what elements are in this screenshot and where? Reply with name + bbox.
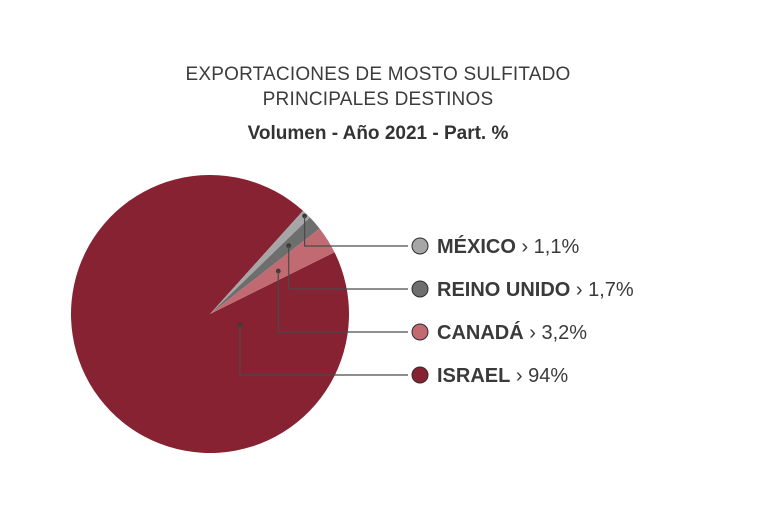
leader-lines xyxy=(237,213,408,376)
pie-slices xyxy=(70,175,349,453)
legend-label: ISRAEL › 94% xyxy=(437,365,568,387)
pie-slice-reino-unido xyxy=(210,217,320,314)
legend: MÉXICO › 1,1% REINO UNIDO › 1,7% CANADÁ › … xyxy=(411,235,634,387)
chart-subtitle: Volumen - Año 2021 - Part. % xyxy=(247,123,509,144)
legend-label: MÉXICO › 1,1% xyxy=(437,235,579,258)
leader-line xyxy=(239,325,408,376)
chart-title-line-2: PRINCIPALES DESTINOS xyxy=(262,89,494,110)
chart-title-block: EXPORTACIONES DE MOSTO SULFITADO PRINCIP… xyxy=(0,62,756,146)
legend-marker xyxy=(411,323,429,341)
legend-label: REINO UNIDO › 1,7% xyxy=(437,279,634,301)
pie-slice-canadá xyxy=(210,228,335,314)
chart-title-line-1: EXPORTACIONES DE MOSTO SULFITADO xyxy=(185,64,571,85)
legend-marker xyxy=(411,366,429,384)
leader-line xyxy=(303,215,408,247)
legend-label: CANADÁ › 3,2% xyxy=(437,321,587,344)
pie-slice-méxico xyxy=(210,210,310,314)
leader-line xyxy=(288,245,408,290)
leader-line xyxy=(277,271,408,333)
legend-marker xyxy=(411,237,429,255)
legend-marker xyxy=(411,280,429,298)
